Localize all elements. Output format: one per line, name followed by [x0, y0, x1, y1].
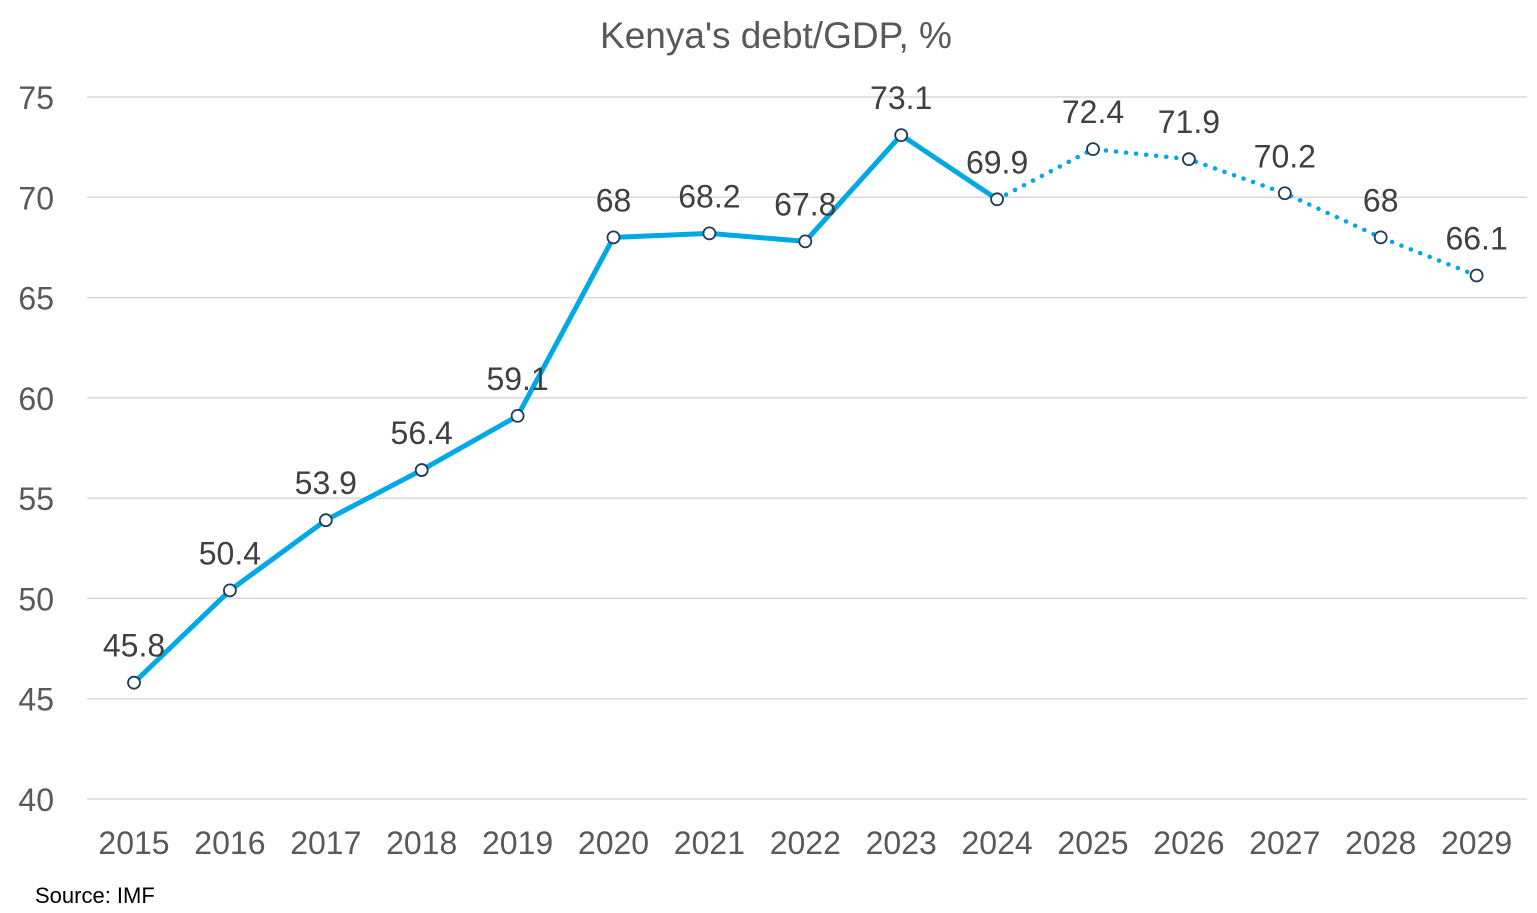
- x-tick-label: 2015: [98, 825, 169, 861]
- x-tick-label: 2018: [386, 825, 457, 861]
- y-tick-label: 45: [18, 682, 54, 718]
- data-point: [894, 128, 909, 143]
- x-tick-label: 2029: [1441, 825, 1512, 861]
- gridlines: [87, 96, 1527, 800]
- x-tick-label: 2027: [1249, 825, 1320, 861]
- data-point: [1277, 186, 1292, 201]
- y-tick-label: 75: [18, 80, 54, 116]
- data-point: [1182, 152, 1196, 167]
- x-tick-label: 2019: [482, 825, 553, 861]
- y-tick-label: 60: [18, 381, 54, 417]
- data-point: [127, 675, 141, 690]
- data-point: [990, 192, 1004, 207]
- x-tick-label: 2021: [674, 825, 745, 861]
- x-axis-ticks: 2015 2016 2017 2018 2019 2020 2021 2022 2023 2024…: [98, 825, 1512, 861]
- data-label: 73.1: [870, 80, 932, 116]
- data-label: 59.1: [486, 361, 548, 397]
- data-label: 71.9: [1158, 104, 1220, 140]
- data-point: [414, 463, 429, 477]
- x-tick-label: 2017: [290, 825, 361, 861]
- data-label: 69.9: [966, 144, 1028, 180]
- data-label: 50.4: [199, 535, 261, 571]
- x-tick-label: 2025: [1057, 825, 1128, 861]
- series-markers: [127, 128, 1484, 690]
- x-tick-label: 2026: [1153, 825, 1224, 861]
- chart-title: Kenya's debt/GDP, %: [600, 15, 952, 56]
- data-label: 68.2: [678, 178, 740, 214]
- data-label: 70.2: [1254, 138, 1316, 174]
- data-point: [318, 513, 333, 528]
- series-lines: [131, 132, 1479, 686]
- data-point: [702, 226, 717, 241]
- x-tick-label: 2022: [770, 825, 841, 861]
- data-label: 72.4: [1062, 94, 1124, 130]
- data-label: 56.4: [391, 415, 453, 451]
- data-point: [1086, 142, 1100, 157]
- data-label: 68: [596, 182, 632, 218]
- data-point: [1373, 230, 1388, 245]
- data-label: 53.9: [295, 465, 357, 501]
- x-tick-label: 2020: [578, 825, 649, 861]
- data-label: 45.8: [103, 628, 165, 664]
- data-labels: 45.8 50.4 53.9 56.4 59.1 68 68.2 67.8 73.1 69.9 72…: [103, 80, 1508, 664]
- data-label: 68: [1363, 182, 1399, 218]
- data-point: [798, 234, 813, 249]
- actual-series-line: [131, 132, 1000, 686]
- x-tick-label: 2028: [1345, 825, 1416, 861]
- data-point: [1469, 268, 1484, 283]
- data-label: 67.8: [774, 186, 836, 222]
- x-tick-label: 2023: [866, 825, 937, 861]
- data-label: 66.1: [1445, 221, 1507, 257]
- source-note: Source: IMF: [35, 883, 155, 908]
- data-point: [222, 583, 237, 598]
- y-tick-label: 50: [18, 581, 54, 617]
- data-point: [510, 409, 525, 423]
- forecast-series-line: [994, 146, 1479, 278]
- y-tick-label: 70: [18, 180, 54, 216]
- y-tick-label: 65: [18, 281, 54, 317]
- y-axis-ticks: 40 45 50 55 60 65 70 75: [18, 80, 54, 818]
- data-point: [606, 230, 621, 245]
- y-tick-label: 40: [18, 782, 54, 818]
- y-tick-label: 55: [18, 481, 54, 517]
- x-tick-label: 2024: [962, 825, 1033, 861]
- x-tick-label: 2016: [194, 825, 265, 861]
